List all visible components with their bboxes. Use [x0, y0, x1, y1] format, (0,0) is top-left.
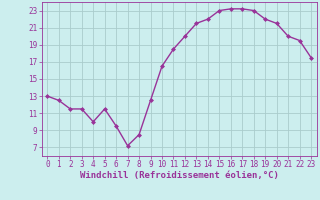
X-axis label: Windchill (Refroidissement éolien,°C): Windchill (Refroidissement éolien,°C)	[80, 171, 279, 180]
